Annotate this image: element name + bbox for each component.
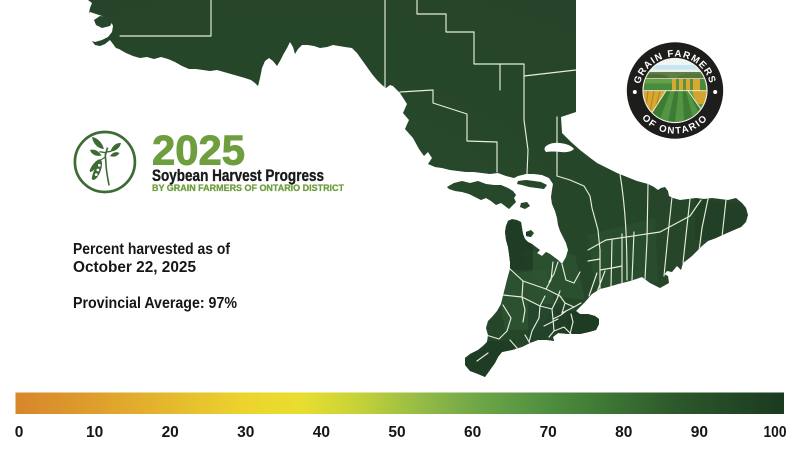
svg-text:60: 60 — [464, 424, 481, 441]
svg-text:10: 10 — [86, 424, 103, 441]
svg-text:90: 90 — [691, 424, 708, 441]
svg-text:Provincial Average: 97%: Provincial Average: 97% — [73, 295, 237, 312]
svg-text:BY GRAIN FARMERS OF ONTARIO DI: BY GRAIN FARMERS OF ONTARIO DISTRICT — [152, 183, 344, 194]
svg-text:30: 30 — [237, 424, 254, 441]
svg-text:2025: 2025 — [152, 127, 245, 174]
svg-text:Percent harvested as of: Percent harvested as of — [73, 241, 231, 258]
svg-text:0: 0 — [15, 424, 24, 441]
svg-text:40: 40 — [313, 424, 330, 441]
svg-text:70: 70 — [540, 424, 557, 441]
svg-text:October 22, 2025: October 22, 2025 — [73, 259, 196, 276]
svg-text:100: 100 — [764, 424, 787, 441]
svg-text:20: 20 — [162, 424, 179, 441]
svg-text:Soybean Harvest Progress: Soybean Harvest Progress — [152, 167, 324, 185]
svg-text:50: 50 — [388, 424, 405, 441]
svg-text:80: 80 — [615, 424, 632, 441]
